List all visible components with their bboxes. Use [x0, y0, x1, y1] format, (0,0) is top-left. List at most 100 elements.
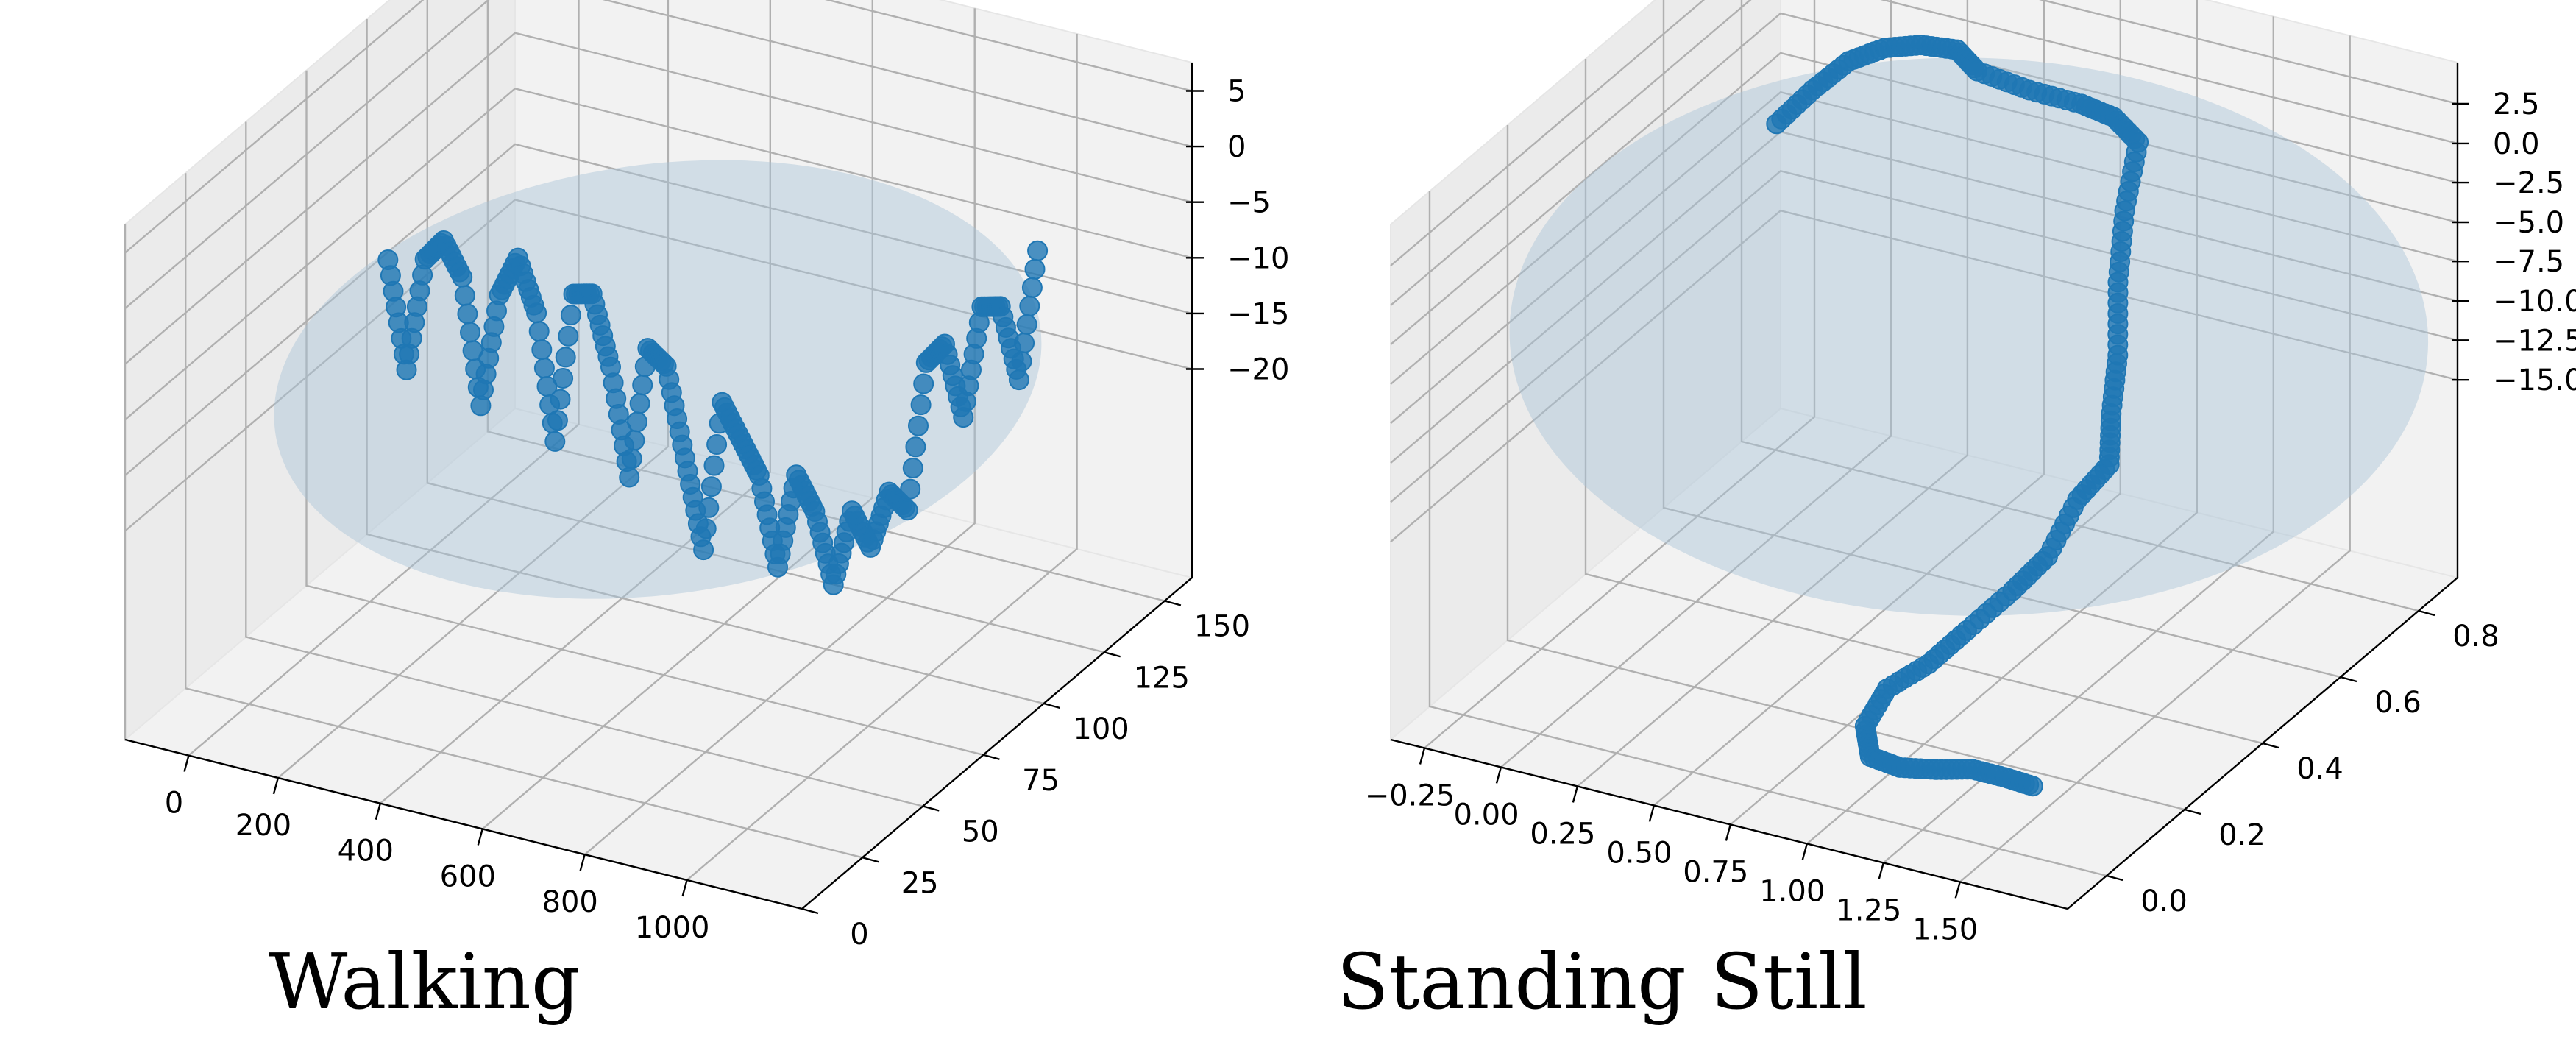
x-tick-label: −0.25 — [1365, 779, 1455, 813]
data-point — [1021, 277, 1043, 298]
y-tick-label: 0.4 — [2296, 752, 2343, 786]
z-tick-label: −15.0 — [2493, 364, 2576, 397]
data-point — [619, 467, 640, 488]
y-tick-mark — [1104, 651, 1121, 658]
y-gridline — [426, 0, 1105, 653]
z-gridline — [1390, 52, 2458, 385]
z-tick-label: −15 — [1227, 297, 1289, 331]
x-tick-label: 0.75 — [1683, 856, 1748, 890]
z-gridline — [124, 0, 1193, 310]
x-tick-mark — [375, 803, 381, 821]
y-tick-label: 25 — [901, 866, 939, 900]
data-point — [544, 431, 566, 452]
data-point — [1027, 240, 1049, 261]
data-point — [913, 373, 934, 394]
z-tick-label: −12.5 — [2493, 324, 2576, 358]
y-tick-mark — [2418, 609, 2435, 617]
z-gridline — [124, 0, 1193, 254]
z-gridline — [124, 87, 1193, 421]
z-tick-label: −5 — [1227, 186, 1271, 220]
x-tick-mark — [1572, 786, 1579, 803]
data-point — [550, 389, 571, 410]
x-tick-mark — [1648, 805, 1656, 822]
y-tick-label: 0.2 — [2218, 818, 2265, 852]
data-point — [900, 478, 921, 500]
z-tick-label: 5 — [1227, 75, 1246, 109]
data-point — [460, 322, 480, 343]
data-point — [1008, 369, 1029, 391]
data-point — [700, 476, 722, 497]
y-gridline — [1428, 191, 2107, 877]
x-gridline — [1500, 0, 1892, 768]
confidence-ellipsoid — [1509, 57, 2429, 616]
y-tick-label: 0.6 — [2374, 686, 2421, 720]
y-gridline — [486, 0, 1165, 602]
data-point — [553, 368, 574, 389]
y-gridline — [1584, 59, 2263, 745]
y-tick-label: 50 — [962, 815, 999, 849]
x-tick-label: 1.25 — [1836, 893, 1901, 927]
y-tick-label: 0.8 — [2452, 620, 2499, 653]
x-gridline — [482, 0, 874, 830]
x-gridline — [1883, 16, 2275, 864]
data-point — [703, 455, 725, 476]
y-tick-mark — [983, 754, 1000, 760]
data-point — [621, 448, 642, 470]
x-tick-mark — [1725, 824, 1731, 841]
y-gridline — [1740, 0, 2419, 612]
x-gridline — [188, 0, 580, 757]
x-tick-label: 0.00 — [1453, 798, 1519, 832]
z-tick-label: 0.0 — [2493, 127, 2540, 161]
x-tick-mark — [1954, 882, 1961, 899]
z-gridline — [1390, 12, 2458, 346]
x-tick-label: 0.50 — [1606, 837, 1672, 871]
x-gridline — [380, 0, 772, 804]
data-point — [624, 430, 645, 451]
y-gridline — [184, 173, 863, 859]
x-tick-label: 800 — [542, 885, 598, 919]
data-point — [910, 394, 932, 416]
y-gridline — [305, 70, 984, 756]
y-tick-mark — [922, 805, 940, 812]
y-gridline — [245, 121, 923, 807]
x-tick-mark — [1878, 862, 1884, 879]
y-tick-mark — [2340, 676, 2357, 683]
z-gridline — [1390, 0, 2458, 266]
z-gridline — [124, 199, 1193, 532]
y-axis-line — [801, 577, 1193, 910]
y-gridline — [1506, 125, 2185, 811]
z-tick-label: −5.0 — [2493, 206, 2564, 240]
z-tick-label: 0 — [1227, 130, 1246, 164]
z-tick-label: −7.5 — [2493, 245, 2564, 279]
data-point — [908, 415, 929, 436]
data-point — [695, 518, 717, 539]
z-tick-label: −20 — [1227, 353, 1289, 387]
y-tick-mark — [2184, 808, 2201, 815]
data-point — [1011, 351, 1032, 372]
y-tick-label: 125 — [1134, 661, 1190, 695]
data-point — [1014, 333, 1035, 353]
x-gridline — [686, 33, 1078, 881]
x-gridline — [1959, 35, 2351, 883]
data-point — [2022, 776, 2043, 797]
x-tick-mark — [1495, 767, 1502, 784]
x-tick-mark — [477, 829, 483, 846]
y-gridline — [366, 19, 1044, 705]
y-tick-label: 150 — [1194, 610, 1250, 644]
z-tick-label: 2.5 — [2493, 88, 2540, 121]
x-gridline — [1577, 0, 1969, 787]
data-point — [905, 436, 926, 458]
x-tick-label: 1.50 — [1912, 913, 1978, 946]
x-axis-line — [124, 738, 803, 910]
x-gridline — [1653, 0, 2045, 807]
data-point — [555, 347, 576, 368]
z-tick-label: −10.0 — [2493, 285, 2576, 319]
y-tick-mark — [801, 907, 819, 915]
data-point — [698, 497, 720, 518]
y-gridline — [1662, 0, 2341, 679]
z-gridline — [1390, 91, 2458, 425]
standing-still-caption: Standing Still — [1336, 937, 1867, 1027]
z-gridline — [124, 143, 1193, 476]
data-point — [547, 410, 568, 431]
x-tick-label: 200 — [235, 809, 291, 843]
